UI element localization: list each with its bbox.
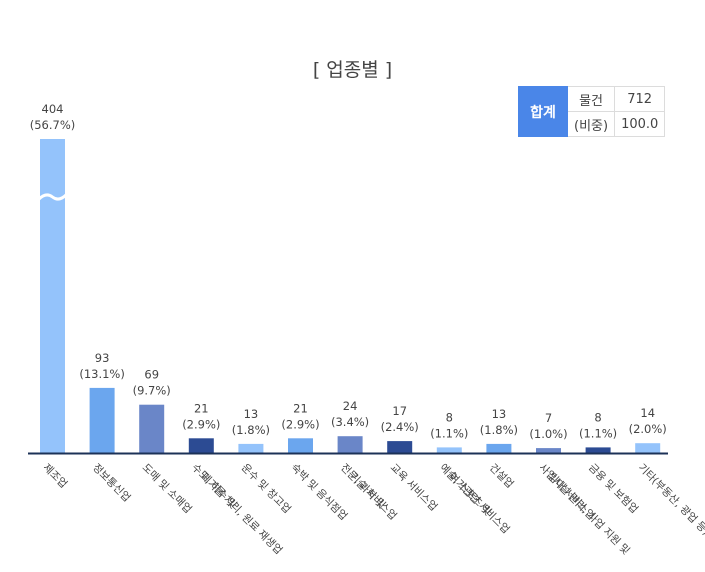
value-label: 14 (640, 406, 655, 420)
bar (89, 387, 115, 453)
bar (337, 436, 363, 453)
category-label: 정보통신업 (90, 461, 133, 504)
value-label: 404 (42, 102, 64, 116)
percent-label: (2.9%) (182, 417, 220, 431)
summary-share-value: 100.0 (614, 111, 666, 137)
bar (635, 443, 661, 453)
bar (585, 447, 611, 453)
percent-label: (1.1%) (430, 426, 468, 440)
percent-label: (3.4%) (331, 415, 369, 429)
value-label: 7 (545, 411, 552, 425)
category-label: 임대 서비스업 (545, 470, 598, 523)
bar (139, 404, 165, 453)
category-label: 도매 및 소매업 (140, 461, 195, 516)
value-label: 8 (446, 410, 453, 424)
category-label: 금융 및 보험업 (586, 461, 641, 516)
value-label: 13 (492, 407, 507, 421)
summary-share-label: (비중) (566, 111, 616, 137)
value-label: 69 (144, 368, 159, 382)
percent-label: (1.8%) (480, 423, 518, 437)
percent-label: (1.8%) (232, 423, 270, 437)
percent-label: (9.7%) (133, 384, 171, 398)
value-label: 17 (392, 404, 407, 418)
category-label: 운수 및 창고업 (239, 461, 294, 516)
value-label: 8 (594, 410, 601, 424)
percent-label: (2.4%) (381, 420, 419, 434)
bar (238, 443, 264, 453)
bar (486, 443, 512, 453)
value-label: 24 (343, 399, 358, 413)
bar (387, 441, 413, 453)
bar (188, 438, 214, 453)
category-label: 건설업 (487, 461, 517, 491)
bar (436, 447, 462, 453)
value-label: 93 (95, 351, 110, 365)
chart-title: [ 업종별 ] (312, 59, 393, 81)
category-label: 기타(부동산, 광업 등) (636, 461, 705, 538)
value-label: 21 (194, 401, 209, 415)
summary-table: 합계 물건 712 (비중) 100.0 (518, 86, 666, 137)
category-label: 기술 서비스업 (347, 470, 400, 523)
percent-label: (1.0%) (529, 427, 567, 441)
bar (40, 139, 65, 453)
category-label: 제조업 (40, 461, 70, 491)
percent-label: (2.0%) (629, 422, 667, 436)
category-label: 폐기물 처리, 원료 재생업 (198, 470, 285, 557)
category-label: 교육 서비스업 (388, 461, 441, 514)
bar (288, 438, 313, 453)
bar (536, 448, 561, 453)
axis-break-mark (37, 193, 68, 201)
value-label: 13 (244, 407, 259, 421)
percent-label: (13.1%) (79, 367, 125, 381)
percent-label: (1.1%) (579, 426, 617, 440)
value-label: 21 (293, 401, 308, 415)
percent-label: (56.7%) (30, 118, 76, 132)
percent-label: (2.9%) (281, 417, 319, 431)
